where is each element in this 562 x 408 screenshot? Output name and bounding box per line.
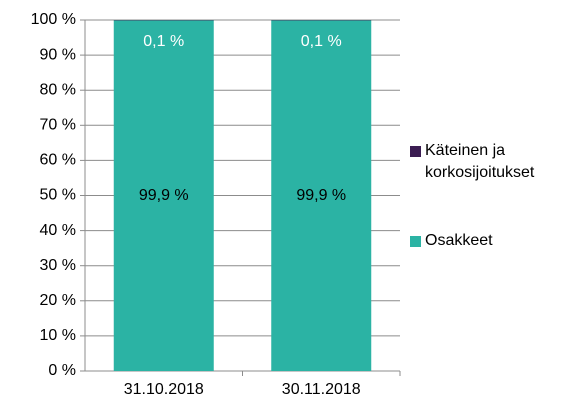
y-tick-label: 20 % [40, 292, 76, 309]
legend-item: Käteinen ja korkosijoitukset [410, 140, 560, 184]
legend-swatch [410, 236, 421, 247]
y-tick-label: 70 % [40, 117, 76, 134]
y-tick-label: 0 % [48, 362, 76, 379]
legend-item: Osakkeet [410, 230, 560, 252]
y-tick-label: 80 % [40, 81, 76, 98]
data-label: 99,9 % [139, 187, 189, 204]
x-tick-label: 30.11.2018 [282, 381, 361, 398]
y-tick-label: 60 % [40, 152, 76, 169]
bar-segment [113, 20, 214, 371]
y-tick-label: 10 % [40, 327, 76, 344]
legend-label: Käteinen ja korkosijoitukset [425, 142, 535, 181]
legend-swatch [410, 146, 421, 157]
bar-segment [271, 20, 372, 371]
legend-label: Osakkeet [425, 232, 493, 249]
data-label: 0,1 % [301, 33, 342, 50]
y-tick-label: 30 % [40, 257, 76, 274]
y-tick-label: 50 % [40, 187, 76, 204]
y-tick-label: 40 % [40, 222, 76, 239]
data-label: 99,9 % [296, 187, 346, 204]
y-tick-label: 90 % [40, 46, 76, 63]
x-tick-label: 31.10.2018 [124, 381, 204, 398]
data-label: 0,1 % [143, 33, 184, 50]
y-tick-label: 100 % [31, 11, 76, 28]
